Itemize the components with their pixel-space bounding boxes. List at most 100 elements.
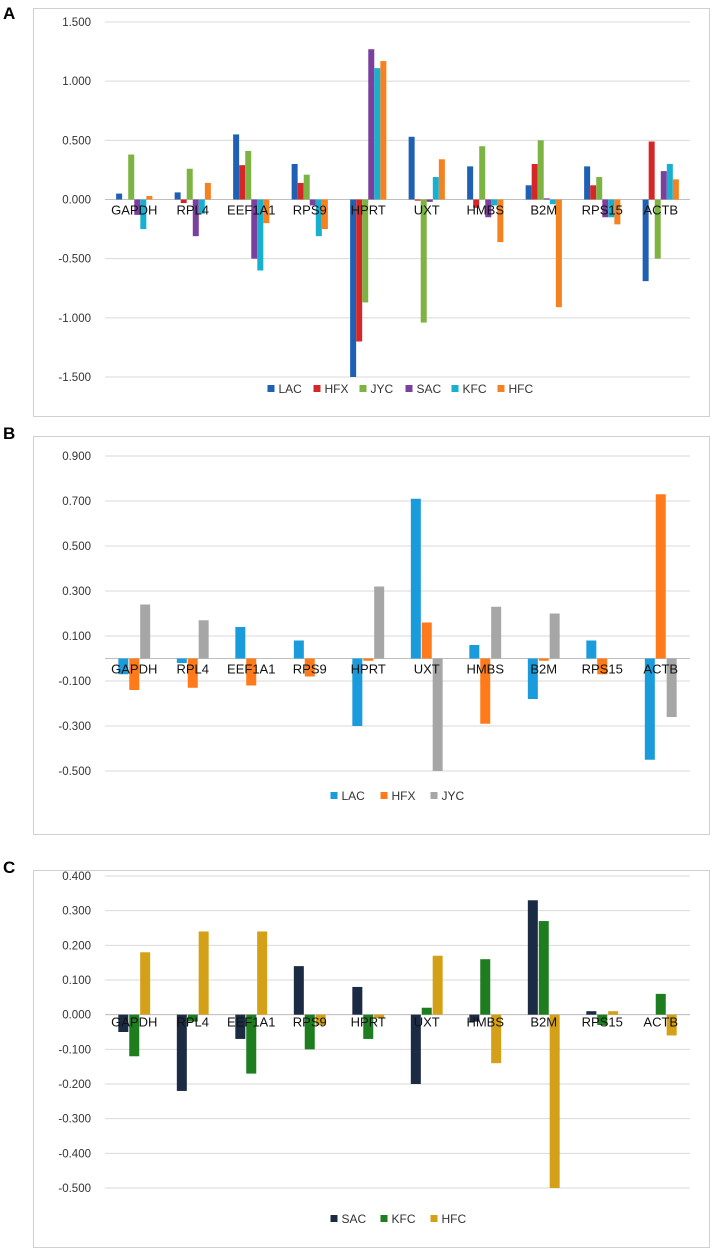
legend-swatch-kfc [380, 1215, 388, 1222]
bar-hfx-actb [655, 494, 666, 659]
bar-hfc-rps15 [614, 199, 621, 225]
bar-jyc-uxt [420, 199, 427, 323]
legend-label-hfx: HFX [325, 382, 349, 396]
bar-hfx-rps9 [304, 658, 315, 677]
bar-hfc-uxt [432, 955, 443, 1015]
bar-hfc-uxt [438, 159, 445, 200]
chart-c: 0.400 0.300 0.200 0.100 0.000 -0.100 -0.200 -0.… [33, 870, 710, 1248]
bar-kfc-gapdh [140, 199, 147, 230]
bar-hfc-gapdh [146, 195, 153, 200]
y-tick-label: 1.000 [62, 76, 91, 88]
legend-swatch-hfx [313, 385, 321, 392]
category-label: UXT [414, 662, 440, 677]
category-label: EEF1A1 [227, 662, 275, 677]
y-tick-label: 0.000 [62, 195, 91, 207]
bar-jyc-b2m [549, 613, 560, 659]
y-tick-label: 0.100 [62, 975, 91, 987]
category-label: UXT [414, 203, 440, 218]
legend-swatch-lac [330, 792, 338, 799]
category-label: B2M [530, 203, 557, 218]
y-tick-label: -0.500 [58, 766, 91, 778]
legend-swatch-hfc [430, 1215, 438, 1222]
y-tick-label: 0.700 [62, 496, 91, 508]
bar-kfc-gapdh [129, 1014, 140, 1057]
legend-label-jyc: JYC [371, 382, 394, 396]
bar-hfx-b2m [538, 658, 549, 661]
bar-hfc-actb [672, 179, 679, 200]
legend-label-lac: LAC [279, 382, 303, 396]
bar-hfc-rpl4 [204, 182, 211, 200]
y-tick-label: 0.900 [62, 451, 91, 463]
category-label: HMBS [466, 662, 504, 677]
category-label: ACTB [643, 1015, 678, 1030]
bar-lac-gapdh [118, 658, 129, 675]
category-label: UXT [414, 1015, 440, 1030]
y-tick-label: 0.000 [62, 1010, 91, 1022]
bar-lac-b2m [527, 658, 538, 699]
bar-hfx-uxt [414, 199, 421, 201]
bar-hfx-rpl4 [180, 199, 187, 204]
bar-jyc-rpl4 [198, 620, 209, 659]
bar-kfc-rpl4 [187, 1014, 198, 1022]
bar-lac-eef1a1 [235, 627, 246, 659]
bar-lac-rps15 [586, 640, 597, 659]
bar-hfc-b2m [555, 199, 562, 308]
category-label: RPL4 [176, 662, 209, 677]
bar-lac-actb [642, 199, 649, 282]
bar-lac-hmbs [467, 166, 474, 200]
bar-sac-hprt [352, 986, 363, 1015]
bar-hfc-hprt [380, 61, 387, 200]
legend-swatch-lac [267, 385, 275, 392]
bar-sac-rps9 [309, 199, 316, 206]
y-tick-label: -0.500 [58, 1183, 91, 1195]
y-tick-label: -0.200 [58, 1079, 91, 1091]
category-label: HPRT [351, 1015, 386, 1030]
bar-hfc-hmbs [497, 199, 504, 243]
bar-jyc-gapdh [140, 604, 151, 659]
bar-kfc-b2m [549, 199, 556, 205]
bar-hfx-gapdh [129, 658, 140, 690]
bar-hfc-hmbs [491, 1014, 502, 1064]
bar-kfc-uxt [432, 177, 439, 200]
bar-hfc-eef1a1 [263, 199, 270, 224]
category-label: RPS15 [582, 1015, 623, 1030]
bar-kfc-rpl4 [198, 199, 205, 214]
bar-hfx-rps15 [590, 185, 597, 200]
category-label: RPL4 [176, 203, 209, 218]
bar-hfx-hprt [356, 199, 363, 342]
category-label: B2M [530, 1015, 557, 1030]
y-tick-label: -0.400 [58, 1148, 91, 1160]
bar-hfx-rps9 [297, 182, 304, 200]
bar-sac-hmbs [485, 199, 492, 218]
bar-kfc-eef1a1 [257, 199, 264, 271]
bar-hfc-rps15 [608, 1011, 619, 1015]
chart-b: 0.900 0.700 0.500 0.300 0.100 -0.100 -0.300 -0.… [33, 436, 710, 835]
bar-sac-rps9 [293, 966, 304, 1015]
legend-swatch-sac [330, 1215, 338, 1222]
bar-hfx-eef1a1 [246, 658, 257, 686]
bar-hfx-eef1a1 [239, 165, 246, 200]
y-tick-label: 1.500 [62, 17, 91, 29]
legend-label-kfc: KFC [463, 382, 487, 396]
y-tick-label: 0.400 [62, 871, 91, 883]
category-label: RPS15 [582, 203, 623, 218]
bar-sac-uxt [426, 199, 433, 202]
legend-swatch-kfc [451, 385, 459, 392]
bar-kfc-rps9 [304, 1014, 315, 1050]
bar-kfc-rps9 [315, 199, 322, 237]
bar-sac-eef1a1 [251, 199, 258, 259]
bar-sac-b2m [543, 198, 550, 200]
bar-hfc-actb [666, 1014, 677, 1036]
bar-kfc-actb [666, 164, 673, 200]
bar-kfc-eef1a1 [246, 1014, 257, 1074]
legend-swatch-hfx [380, 792, 388, 799]
category-label: HPRT [351, 662, 386, 677]
bar-hfc-rpl4 [198, 931, 209, 1015]
y-tick-label: -0.500 [58, 254, 91, 266]
bar-lac-hmbs [469, 645, 480, 659]
bar-lac-rpl4 [176, 658, 187, 663]
category-label: GAPDH [111, 662, 157, 677]
legend-label-jyc: JYC [442, 789, 465, 803]
bar-jyc-gapdh [128, 154, 135, 200]
y-tick-label: -0.300 [58, 721, 91, 733]
